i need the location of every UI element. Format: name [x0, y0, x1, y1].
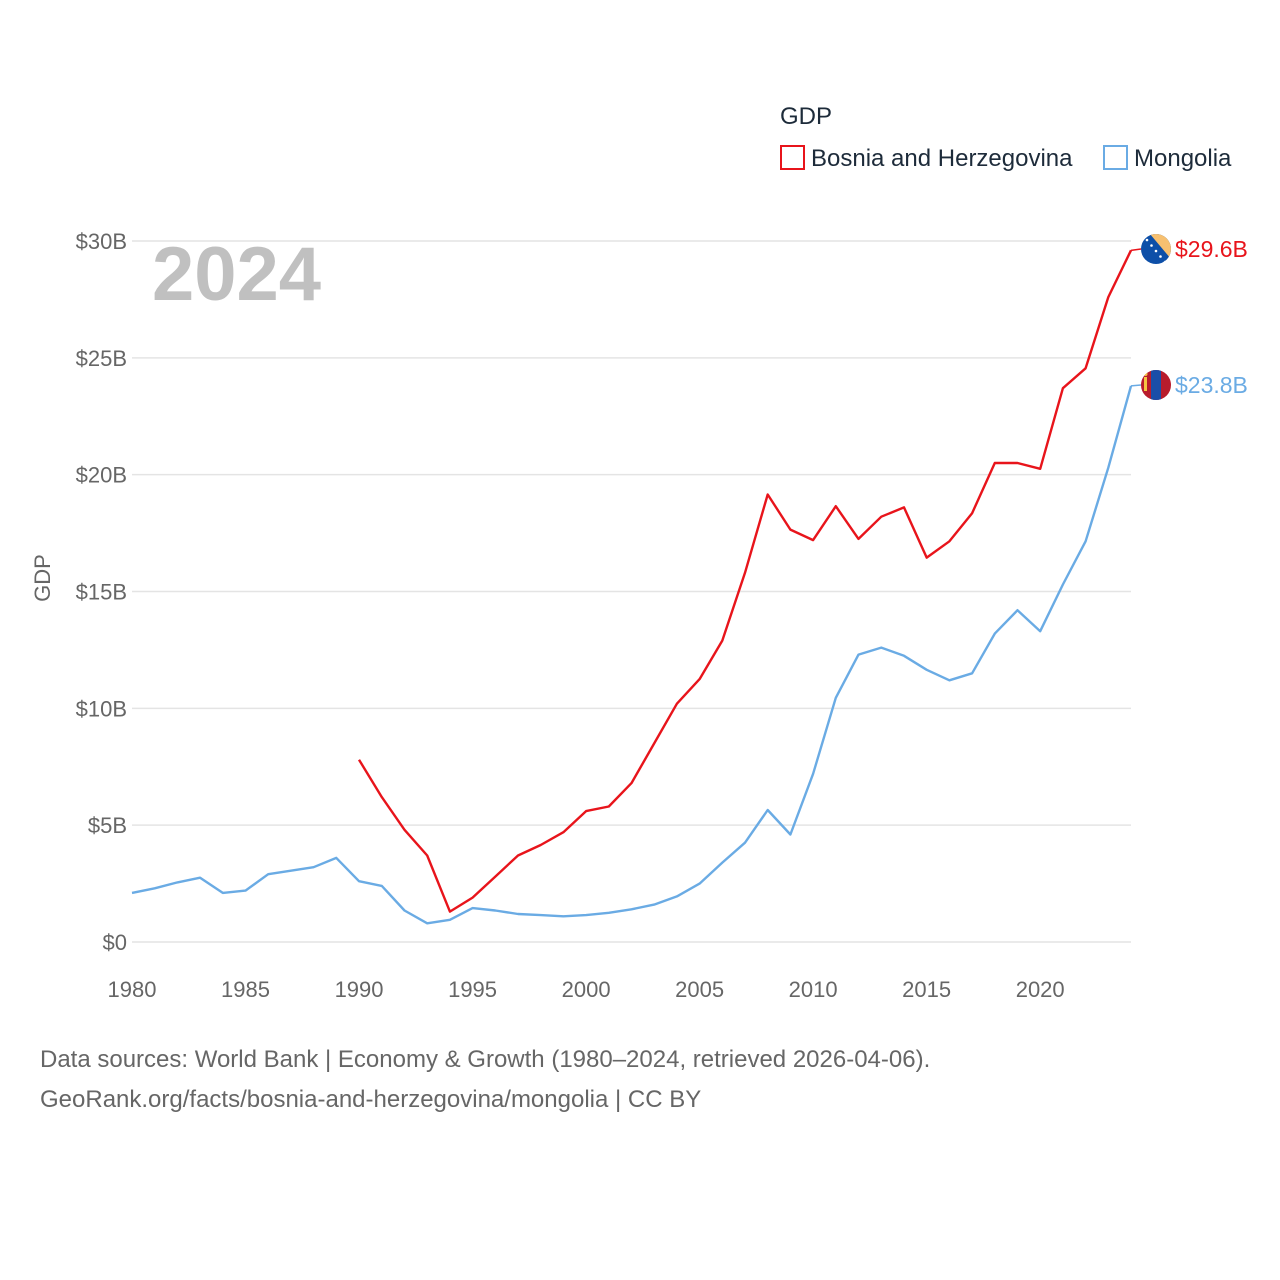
- mongolia-flag-icon: [1141, 370, 1171, 400]
- legend-item-bosnia[interactable]: Bosnia and Herzegovina: [780, 145, 1073, 172]
- end-connector: [1130, 384, 1142, 387]
- y-tick-label: $10B: [76, 696, 127, 721]
- legend: GDP Bosnia and Herzegovina Mongolia: [780, 103, 1232, 172]
- y-tick-label: $0: [103, 930, 127, 955]
- gdp-line-chart: $0$5B$10B$15B$20B$25B$30B 1980 1985 1990 19…: [30, 103, 1248, 1002]
- bosnia-flag-icon: [1141, 234, 1171, 264]
- end-value-label: $29.6B: [1175, 236, 1248, 262]
- y-axis-ticks: $0 $5B $10B $15B $20B $25B $30B: [76, 229, 127, 955]
- x-tick-label: 1985: [221, 977, 270, 1002]
- end-connector: [1130, 248, 1142, 252]
- grid-lines: [132, 240, 1131, 943]
- x-tick-label: 2005: [675, 977, 724, 1002]
- x-tick-label: 1990: [335, 977, 384, 1002]
- y-axis-title: GDP: [30, 554, 55, 602]
- footer: Data sources: World Bank | Economy & Gro…: [40, 1040, 930, 1120]
- footer-attribution[interactable]: GeoRank.org/facts/bosnia-and-herzegovina…: [40, 1086, 702, 1113]
- x-tick-label: 2010: [789, 977, 838, 1002]
- x-axis-ticks: 1980 1985 1990 1995 2000 2005 2010 2015 2020: [108, 977, 1065, 1002]
- series-lines: [131, 249, 1133, 925]
- x-tick-label: 1995: [448, 977, 497, 1002]
- series-end-markers: $29.6B $23.8B: [1130, 234, 1248, 400]
- year-label: 2024: [152, 232, 321, 317]
- legend-item-mongolia[interactable]: Mongolia: [1103, 145, 1232, 172]
- y-tick-label: $20B: [76, 463, 127, 488]
- y-tick-label: $15B: [76, 580, 127, 605]
- legend-label-mongolia: Mongolia: [1134, 145, 1232, 172]
- y-tick-label: $25B: [76, 346, 127, 371]
- legend-swatch-mongolia: [1103, 145, 1128, 170]
- y-tick-label: $30B: [76, 229, 127, 254]
- x-tick-label: 2000: [562, 977, 611, 1002]
- series-line-bosnia: [357, 249, 1133, 913]
- footer-sources: Data sources: World Bank | Economy & Gro…: [40, 1046, 931, 1073]
- end-value-label: $23.8B: [1175, 372, 1248, 398]
- x-tick-label: 2020: [1016, 977, 1065, 1002]
- y-tick-label: $5B: [88, 813, 127, 838]
- legend-swatch-bosnia: [780, 145, 805, 170]
- legend-title: GDP: [780, 103, 832, 130]
- x-tick-label: 2015: [902, 977, 951, 1002]
- series-line-mongolia: [131, 385, 1133, 925]
- legend-label-bosnia: Bosnia and Herzegovina: [811, 145, 1073, 172]
- x-tick-label: 1980: [108, 977, 157, 1002]
